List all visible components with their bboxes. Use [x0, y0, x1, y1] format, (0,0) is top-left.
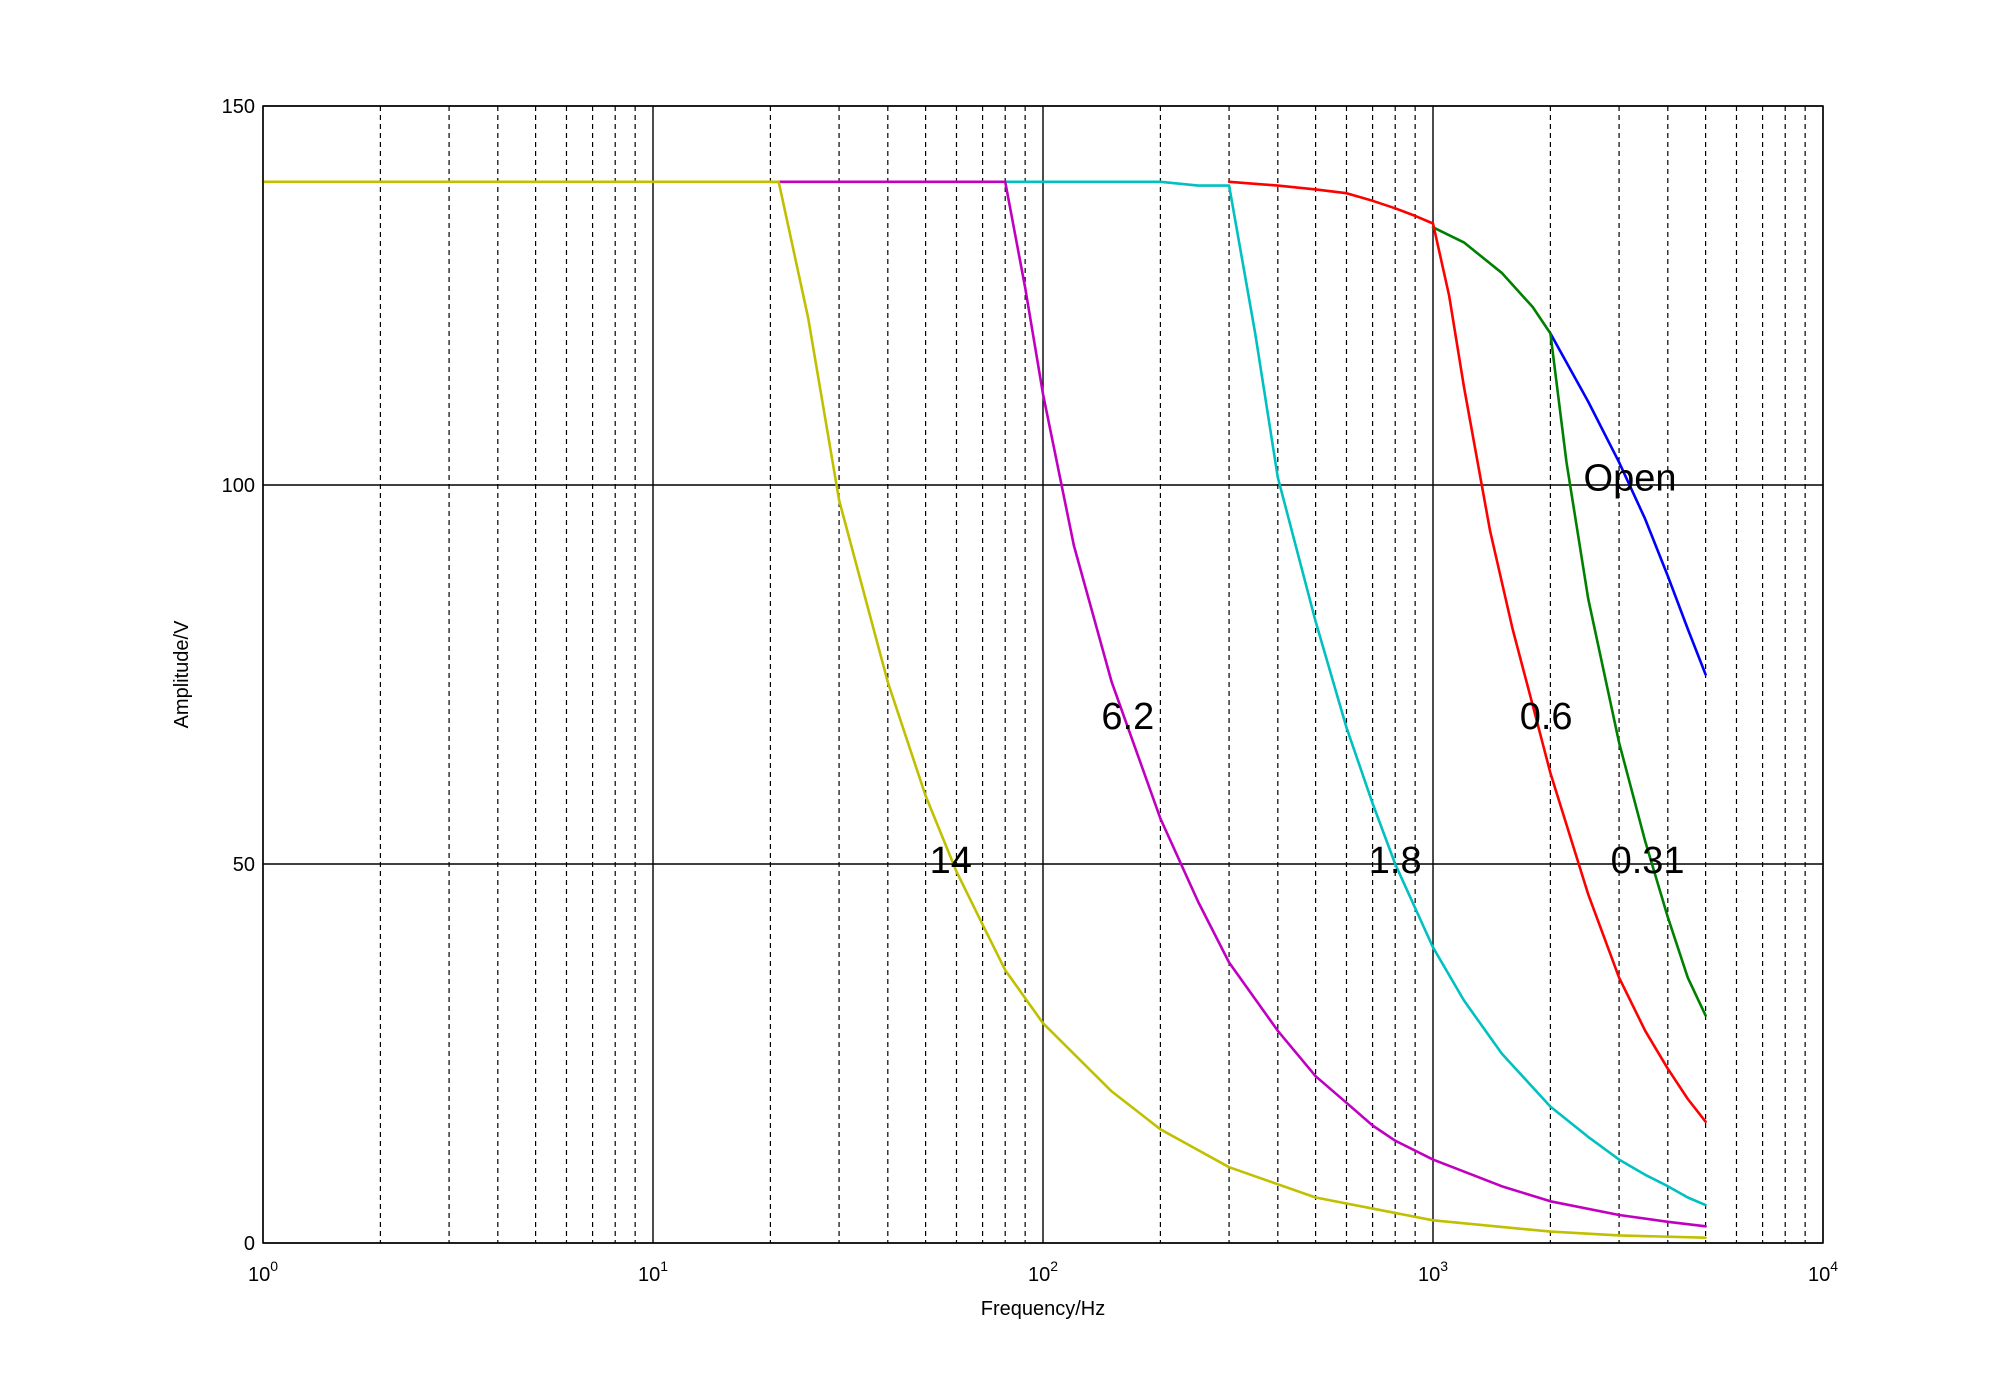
series-line-0-31: [1431, 226, 1707, 1017]
series-line-6-2: [769, 180, 1707, 1228]
curve-label: 14: [930, 840, 972, 882]
plot-frame: [262, 105, 1824, 1244]
y-tick-label: 100: [222, 475, 255, 497]
series-line-0-6: [1227, 180, 1707, 1123]
curve-label: Open: [1584, 457, 1677, 499]
curve-label: 0.6: [1520, 696, 1573, 738]
x-tick-label: 102: [1028, 1258, 1058, 1286]
y-tick-label: 150: [222, 96, 255, 118]
x-tick-label: 104: [1808, 1258, 1838, 1286]
x-tick-label: 103: [1418, 1258, 1448, 1286]
series-line-14: [261, 180, 1707, 1239]
curve-label: 0.31: [1611, 840, 1685, 882]
x-tick-label: 101: [638, 1258, 668, 1286]
y-tick-label: 0: [244, 1233, 255, 1255]
y-axis-label: Amplitude/V: [171, 620, 193, 728]
x-tick-label: 100: [248, 1258, 278, 1286]
curve-label: 1.8: [1369, 840, 1422, 882]
y-tick-label: 50: [233, 854, 255, 876]
x-axis-label: Frequency/Hz: [981, 1298, 1106, 1320]
series-line-1-8: [1003, 180, 1707, 1207]
series-line-open: [1549, 332, 1707, 676]
curve-label: 6.2: [1101, 696, 1154, 738]
